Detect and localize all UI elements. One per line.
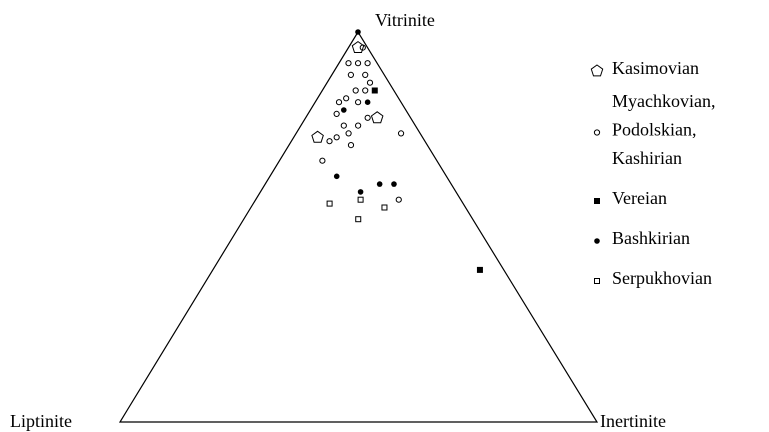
legend-item: Kasimovian [590, 58, 699, 78]
ternary-triangle [118, 30, 599, 423]
legend-label-line: Bashkirian [612, 228, 690, 248]
legend-label-line: Myachkovian, [612, 91, 715, 111]
data-point [333, 110, 340, 118]
vertex-label-top: Vitrinite [375, 10, 435, 30]
legend-label: Vereian [612, 188, 667, 208]
data-point [381, 204, 388, 211]
data-point [347, 71, 354, 79]
data-point [326, 200, 333, 207]
legend-marker [593, 129, 601, 136]
data-point [359, 44, 366, 51]
data-point [370, 111, 384, 124]
data-point [352, 87, 359, 94]
data-point [391, 181, 397, 187]
data-point [376, 181, 383, 187]
legend-marker [594, 198, 600, 204]
legend-marker [594, 278, 600, 284]
data-point [371, 87, 378, 94]
data-point [397, 130, 405, 137]
data-point [351, 40, 365, 53]
data-point [395, 196, 402, 203]
legend-item: Serpukhovian [594, 268, 712, 288]
data-point [355, 122, 362, 129]
data-point [326, 138, 333, 145]
vertex-label-left: Liptinite [10, 411, 72, 431]
legend-marker [590, 64, 604, 77]
legend-label-line: Kasimovian [612, 58, 699, 78]
data-point [347, 142, 355, 149]
data-point [354, 99, 362, 106]
data-point [333, 134, 340, 141]
data-point [319, 157, 326, 164]
legend-label: Bashkirian [612, 228, 690, 248]
data-point [340, 107, 347, 113]
legend-label-line: Podolskian, [612, 120, 697, 140]
legend-marker [594, 238, 600, 244]
data-point [364, 99, 371, 105]
legend-label-line: Vereian [612, 188, 667, 208]
data-point [362, 71, 369, 79]
data-point [343, 95, 350, 102]
data-point [335, 99, 343, 106]
data-point [333, 173, 340, 180]
data-point [364, 60, 371, 67]
data-point [476, 266, 483, 273]
legend-item: Vereian [594, 188, 667, 208]
data-point [357, 196, 364, 203]
data-point [357, 189, 364, 195]
data-point [366, 79, 374, 86]
data-point [362, 87, 369, 94]
data-point [355, 29, 361, 35]
legend-label-line: Serpukhovian [612, 268, 712, 288]
data-point [345, 60, 352, 67]
legend-item: Myachkovian, Podolskian, Kashirian [593, 91, 715, 168]
legend-item: Bashkirian [594, 228, 690, 248]
legend-label: Myachkovian, Podolskian, Kashirian [612, 91, 715, 168]
data-point [354, 60, 362, 67]
data-point [364, 114, 371, 121]
legend-label: Kasimovian [612, 58, 699, 78]
data-point [345, 130, 352, 137]
data-point [355, 216, 362, 223]
data-point [340, 122, 347, 129]
vertex-label-right: Inertinite [600, 411, 666, 431]
legend-label-line: Kashirian [612, 148, 682, 168]
data-point [311, 130, 324, 143]
legend-label: Serpukhovian [612, 268, 712, 288]
